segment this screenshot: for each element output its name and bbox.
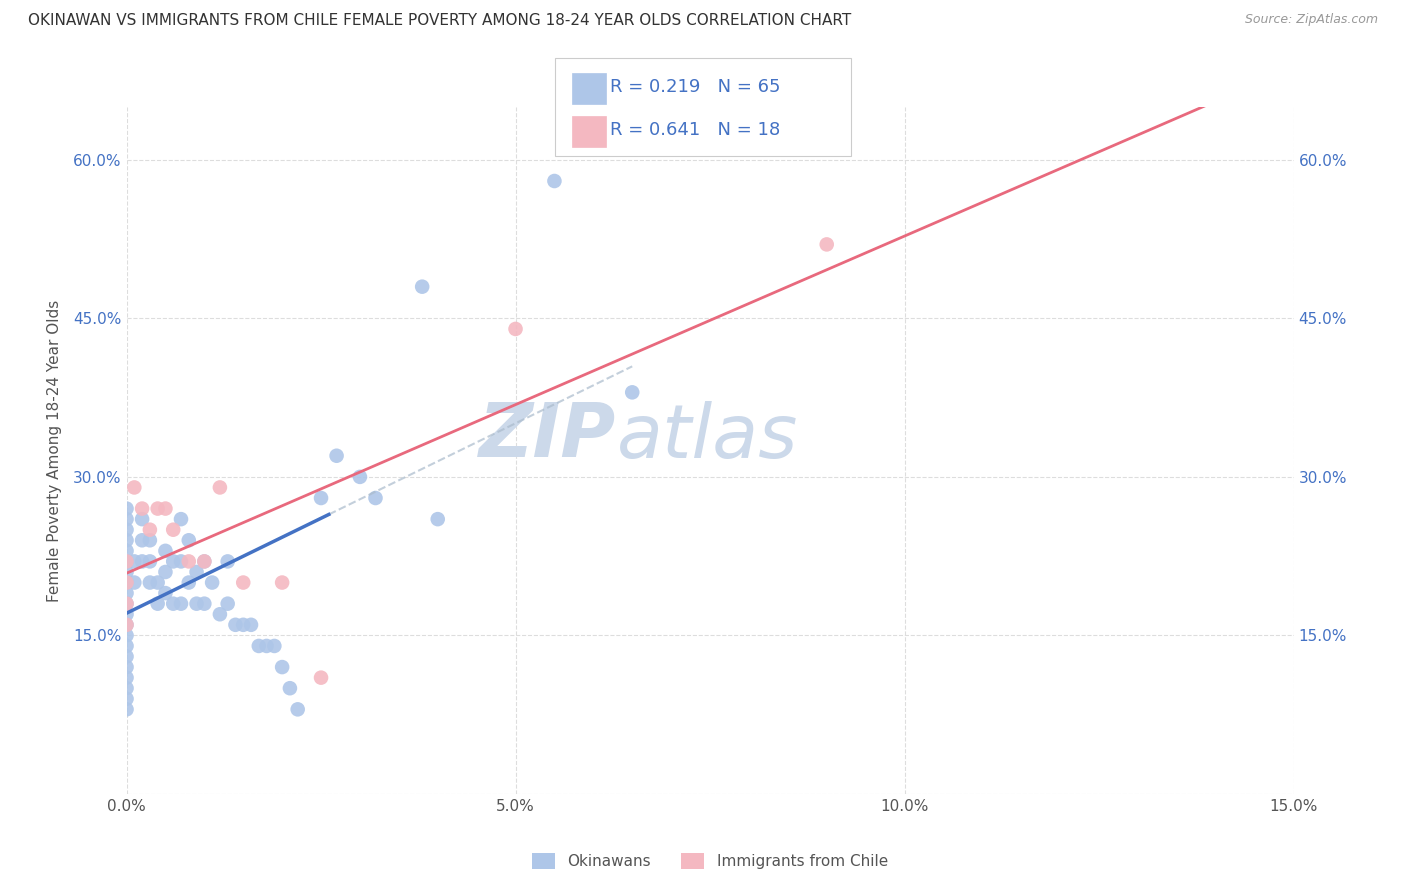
Point — [115, 554, 138, 568]
Point — [177, 554, 200, 568]
Point — [115, 628, 138, 642]
Point — [278, 681, 301, 696]
Point — [146, 501, 169, 516]
Point — [411, 279, 433, 293]
Point — [131, 512, 153, 526]
Point — [115, 617, 138, 632]
Point — [146, 575, 169, 590]
Point — [177, 533, 200, 548]
Point — [155, 544, 177, 558]
Point — [139, 575, 162, 590]
Point — [115, 597, 138, 611]
Point — [155, 586, 177, 600]
Point — [115, 501, 138, 516]
Point — [115, 544, 138, 558]
Point — [115, 533, 138, 548]
Point — [124, 575, 146, 590]
Point — [208, 480, 231, 494]
Point — [271, 575, 294, 590]
Point — [364, 491, 387, 505]
Point — [208, 607, 231, 622]
Point — [115, 512, 138, 526]
Point — [162, 523, 184, 537]
Point — [131, 501, 153, 516]
Text: R = 0.641   N = 18: R = 0.641 N = 18 — [610, 121, 780, 139]
Point — [115, 691, 138, 706]
Point — [115, 617, 138, 632]
Point — [349, 470, 371, 484]
Point — [139, 554, 162, 568]
Point — [177, 575, 200, 590]
Point — [224, 617, 246, 632]
Point — [217, 554, 239, 568]
Point — [240, 617, 263, 632]
Point — [115, 575, 138, 590]
Point — [115, 671, 138, 685]
Point — [247, 639, 270, 653]
Point — [131, 533, 153, 548]
Point — [287, 702, 309, 716]
Point — [115, 523, 138, 537]
Point — [124, 480, 146, 494]
Text: atlas: atlas — [617, 401, 799, 473]
Point — [325, 449, 347, 463]
Y-axis label: Female Poverty Among 18-24 Year Olds: Female Poverty Among 18-24 Year Olds — [46, 300, 62, 601]
Point — [232, 575, 254, 590]
Point — [201, 575, 224, 590]
Point — [115, 586, 138, 600]
Point — [115, 554, 138, 568]
Point — [139, 533, 162, 548]
Point — [115, 649, 138, 664]
Point — [256, 639, 278, 653]
Text: Source: ZipAtlas.com: Source: ZipAtlas.com — [1244, 13, 1378, 27]
Point — [621, 385, 644, 400]
Point — [232, 617, 254, 632]
Point — [193, 554, 215, 568]
Point — [426, 512, 449, 526]
Point — [815, 237, 838, 252]
Text: ZIP: ZIP — [479, 401, 617, 474]
Point — [162, 597, 184, 611]
Point — [115, 660, 138, 674]
Point — [193, 554, 215, 568]
Point — [146, 597, 169, 611]
Point — [139, 523, 162, 537]
Point — [193, 597, 215, 611]
Point — [115, 639, 138, 653]
Text: OKINAWAN VS IMMIGRANTS FROM CHILE FEMALE POVERTY AMONG 18-24 YEAR OLDS CORRELATI: OKINAWAN VS IMMIGRANTS FROM CHILE FEMALE… — [28, 13, 852, 29]
Point — [115, 607, 138, 622]
Point — [115, 597, 138, 611]
Point — [263, 639, 285, 653]
Point — [124, 554, 146, 568]
Point — [217, 597, 239, 611]
Point — [505, 322, 527, 336]
Point — [309, 491, 332, 505]
Point — [162, 554, 184, 568]
Point — [115, 575, 138, 590]
Point — [186, 597, 208, 611]
Point — [170, 512, 193, 526]
Point — [309, 671, 332, 685]
Point — [115, 565, 138, 579]
Point — [155, 565, 177, 579]
Point — [170, 597, 193, 611]
Legend: Okinawans, Immigrants from Chile: Okinawans, Immigrants from Chile — [526, 847, 894, 876]
Point — [155, 501, 177, 516]
Point — [115, 681, 138, 696]
Text: R = 0.219   N = 65: R = 0.219 N = 65 — [610, 78, 780, 96]
Point — [115, 702, 138, 716]
Point — [186, 565, 208, 579]
Point — [170, 554, 193, 568]
Point — [543, 174, 565, 188]
Point — [131, 554, 153, 568]
Point — [271, 660, 294, 674]
